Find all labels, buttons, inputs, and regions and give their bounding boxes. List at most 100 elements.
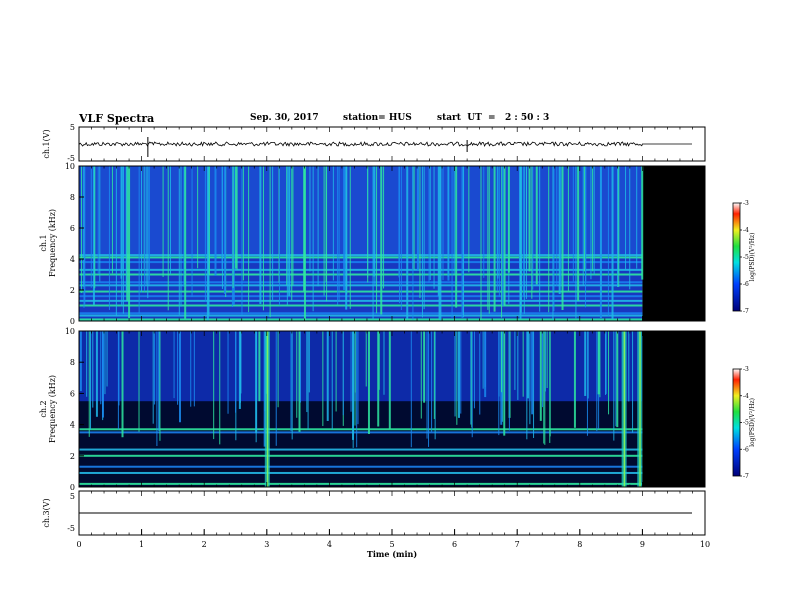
panel-ch1-waveform: 5 -5 ch.1(V): [42, 123, 706, 163]
spec1-sferic: [468, 166, 470, 273]
spec1-sferic: [269, 166, 271, 318]
colorbar-label: log(PSD)(V²/Hz): [749, 398, 756, 447]
spec2-sferic: [544, 331, 546, 445]
spec1-sferic: [556, 166, 558, 287]
spec1-sferic: [451, 166, 453, 318]
spec1-sferic: [292, 166, 294, 286]
spec2-sferic: [484, 331, 486, 387]
spec1-sferic: [380, 166, 383, 315]
spec2-sferic: [296, 331, 298, 418]
spec1-line-emission: [79, 314, 643, 317]
spec2-sferic: [88, 331, 90, 437]
spec1-sferic: [400, 166, 402, 311]
spec1-line-emission: [79, 299, 643, 302]
ch1-ytick-top: 5: [70, 123, 75, 132]
spec2-sferic: [420, 331, 422, 419]
spec1-sferic: [126, 166, 129, 301]
spec1-sferic: [553, 166, 555, 312]
spec2-sferic: [526, 331, 528, 440]
spec2-sferic: [90, 331, 92, 430]
spec2-sferic: [434, 331, 436, 440]
spec2-sferic: [298, 331, 301, 432]
spec2-sferic: [308, 331, 310, 393]
spec1-sferic: [525, 166, 527, 299]
spec2-sferic: [460, 331, 462, 414]
xtick-label: 3: [264, 540, 269, 549]
spec1-sferic: [503, 166, 506, 306]
spec1-sferic: [442, 166, 444, 281]
date-label: Sep. 30, 2017: [250, 113, 319, 123]
spec2-line-emission: [79, 428, 643, 431]
spec2-sferic: [471, 331, 473, 428]
spec2-sferic: [608, 331, 610, 415]
spec2-line-emission: [79, 482, 643, 485]
ch1-colorbar: -3 -4 -5 -6 -7 log(PSD)(V²/Hz): [732, 200, 756, 315]
spec2-sferic: [156, 331, 158, 447]
spec2-sferic: [121, 331, 124, 438]
spec2-sferic: [277, 331, 279, 408]
spec1-sferic: [629, 166, 631, 290]
spec2-sferic: [306, 331, 308, 413]
ch1-ytick-bottom: -5: [67, 154, 75, 163]
spec2-sferic: [615, 331, 617, 427]
spec2-line-emission: [79, 454, 643, 457]
spec2-upper: [79, 331, 643, 402]
spec2-sferic: [357, 331, 359, 425]
spec2-sferic: [235, 331, 237, 413]
spec1-sferic: [90, 166, 92, 288]
spec1-sferic: [398, 166, 400, 278]
spec1-sferic: [498, 166, 500, 297]
spec2-sferic: [599, 331, 601, 398]
ytick-label: 6: [70, 389, 75, 398]
spec1-sferic: [141, 166, 143, 293]
spec2-sferic: [173, 331, 175, 399]
colorbar-tick-label: -6: [743, 446, 749, 453]
spec2-sferic: [605, 331, 607, 394]
spec1-sferic: [184, 166, 187, 319]
spec1-sferic: [221, 166, 223, 269]
spec1-sferic: [323, 166, 325, 296]
spec1-sferic: [497, 166, 499, 279]
ytick-label: 10: [65, 327, 75, 336]
spec2-sferic: [479, 331, 481, 415]
spec1-sferic: [309, 166, 311, 272]
ch2-colorbar: -3 -4 -5 -6 -7 log(PSD)(V²/Hz): [732, 366, 756, 480]
spec1-sferic: [279, 166, 281, 306]
spec1-sferic: [232, 166, 235, 305]
spec1-sferic: [461, 166, 464, 318]
spec2-sferic: [628, 331, 630, 402]
ytick-label: 8: [70, 358, 75, 367]
spec1-sferic: [488, 166, 490, 314]
spec2-sferic: [213, 331, 215, 440]
spec1-sferic: [636, 166, 638, 269]
spec1-sferic: [204, 166, 206, 302]
spec2-sferic: [104, 331, 106, 395]
spec2-sferic: [531, 331, 534, 415]
ch1-wave-ylabel: ch.1(V): [42, 129, 51, 158]
spec2-sferic: [632, 331, 634, 433]
spec2-sferic: [584, 331, 587, 396]
spec2-sferic: [573, 331, 576, 428]
spec1-sferic: [480, 166, 482, 320]
spec1-sferic: [429, 166, 431, 281]
panel-ch2-spectrogram: 0 2 4 6 8 10 ch.2 Frequency (kHz) -3 -4 -5 -6 -7 l…: [39, 327, 756, 492]
colorbar-label: log(PSD)(V²/Hz): [749, 233, 756, 282]
spec1-sferic: [231, 166, 233, 308]
spec1-sferic: [585, 166, 587, 308]
spec1-sferic: [259, 166, 262, 305]
station-label: station= HUS: [343, 113, 412, 123]
spec2-sferic: [79, 331, 82, 392]
colorbar-tick-label: -5: [743, 254, 749, 261]
spec1-sferic: [97, 166, 99, 274]
spec1-sferic: [180, 166, 182, 307]
spec1-sferic: [455, 166, 458, 308]
spec2-sferic: [529, 331, 531, 425]
spec1-sferic: [592, 166, 594, 272]
spec1-sferic: [108, 166, 110, 310]
xtick-label: 8: [577, 540, 582, 549]
spec2-line-emission: [79, 431, 643, 434]
spec2-sferic: [152, 331, 154, 424]
spec2-line-emission: [79, 471, 643, 474]
spec2-sferic: [291, 331, 293, 440]
ytick-label: 2: [70, 286, 75, 295]
